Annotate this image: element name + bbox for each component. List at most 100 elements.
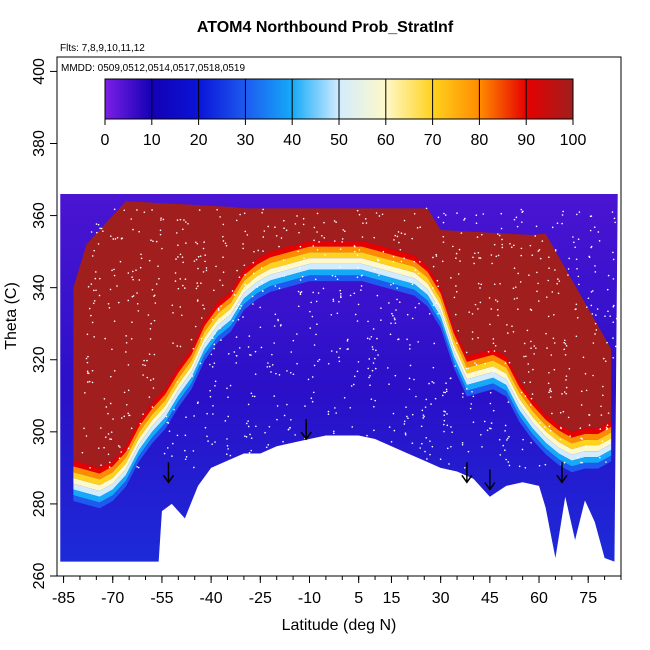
trace-dot [512,287,515,290]
trace-dot [102,230,104,233]
trace-dot [403,257,405,259]
trace-dot [346,467,348,469]
trace-dot [446,413,448,415]
trace-dot [371,346,374,348]
trace-dot [271,452,274,455]
trace-dot [431,445,434,448]
x-tick-label: 5 [354,590,363,607]
trace-dot [148,259,151,262]
trace-dot [461,442,464,444]
trace-dot [435,255,438,257]
trace-dot [518,465,521,468]
trace-dot [309,327,312,329]
trace-dot [553,313,555,316]
trace-dot [559,438,562,441]
trace-dot [397,338,399,341]
trace-dot [168,401,171,404]
trace-dot [454,365,456,367]
trace-dot [245,436,248,438]
trace-dot [281,267,284,269]
colorbar-tick-label: 20 [190,132,208,149]
trace-dot [547,382,550,385]
x-tick-label: 15 [383,590,401,607]
trace-dot [268,458,271,460]
colorbar: 0 10 20 30 40 50 60 70 80 90 100 [101,78,586,149]
trace-dot [176,345,179,347]
trace-dot [303,464,305,467]
trace-dot [468,311,471,313]
trace-dot [339,295,342,297]
trace-dot [501,238,503,241]
trace-dot [158,277,160,280]
trace-dot [152,240,154,242]
trace-dot [143,211,146,213]
heatmap-field [60,193,621,562]
trace-dot [563,341,566,344]
trace-dot [153,353,156,356]
trace-dot [207,440,209,442]
trace-dot [81,451,84,454]
trace-dot [235,362,238,364]
trace-dot [405,406,407,408]
trace-dot [175,258,177,260]
trace-dot [247,420,249,422]
trace-dot [338,356,340,359]
trace-dot [176,434,179,437]
trace-dot [109,375,112,378]
trace-dot [112,238,115,240]
trace-dot [490,308,493,310]
trace-dot [253,395,256,398]
trace-dot [612,304,615,307]
trace-dot [420,425,423,428]
trace-dot [282,259,285,261]
trace-dot [536,271,538,274]
trace-dot [212,413,214,415]
trace-dot [416,227,419,229]
trace-dot [240,305,242,307]
transition-band-layer [73,275,612,509]
trace-dot [142,374,144,376]
trace-dot [100,427,102,429]
trace-dot [612,251,614,254]
trace-dot [456,212,458,214]
trace-dot [507,461,510,463]
trace-dot [520,391,523,394]
trace-dot [398,241,400,244]
trace-dot [521,221,523,223]
trace-dot [214,385,216,387]
trace-dot [195,287,198,290]
trace-dot [324,254,326,256]
trace-dot [422,414,425,416]
trace-dot [400,260,403,263]
trace-dot [378,274,380,276]
trace-dot [593,226,596,229]
trace-dot [127,364,130,366]
trace-dot [496,308,499,311]
trace-dot [475,214,478,217]
trace-dot [264,431,266,434]
trace-dot [166,447,169,449]
trace-dot [372,328,375,330]
trace-dot [325,457,328,460]
trace-dot [370,335,373,338]
x-tick-label: -10 [298,590,321,607]
trace-dot [507,332,509,334]
trace-dot [437,312,439,315]
trace-dot [311,376,314,378]
trace-dot [464,217,466,220]
trace-dot [172,342,174,344]
trace-dot [341,241,343,243]
trace-dot [498,234,501,237]
trace-dot [200,282,202,285]
trace-dot [572,236,574,238]
trace-dot [442,235,445,238]
trace-dot [446,447,449,450]
trace-dot [211,443,214,445]
trace-dot [273,395,276,397]
trace-dot [564,353,567,356]
trace-dot [305,449,308,452]
trace-dot [522,438,524,441]
trace-dot [531,254,534,257]
trace-dot [376,337,378,340]
trace-dot [394,234,397,237]
